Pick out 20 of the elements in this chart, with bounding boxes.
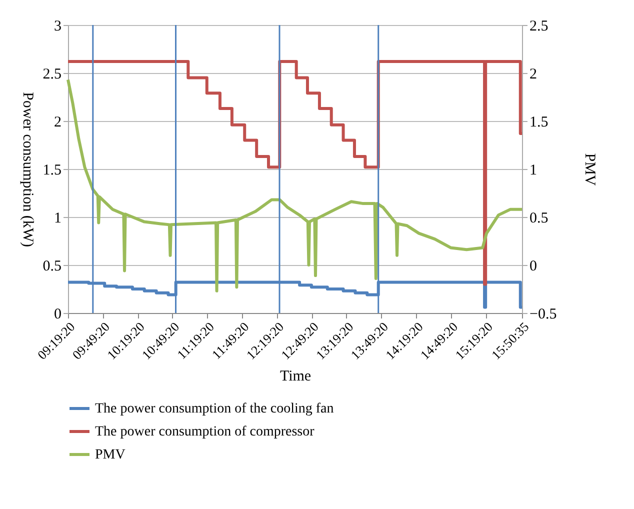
x-axis-title: Time <box>280 368 312 384</box>
y-tick-label: 0.5 <box>42 258 62 274</box>
y2-tick-label: −0.5 <box>530 306 557 322</box>
y-tick-label: 2.5 <box>42 66 62 82</box>
y2-tick-label: 2.5 <box>530 18 548 34</box>
y-tick-label: 2 <box>54 114 62 130</box>
y-tick-label: 1 <box>54 210 62 226</box>
y-tick-label: 0 <box>54 306 62 322</box>
legend-label: The power consumption of the cooling fan <box>95 402 334 416</box>
y-tick-label: 1.5 <box>42 162 62 178</box>
y2-tick-label: 2 <box>530 66 537 82</box>
y2-tick-label: 1 <box>530 162 537 178</box>
y2-axis-title: PMV <box>582 153 598 186</box>
y-tick-label: 3 <box>54 18 62 34</box>
y2-tick-label: 1.5 <box>530 114 548 130</box>
y-axis-title: Power consumption (kW) <box>20 92 36 247</box>
y2-tick-label: 0.5 <box>530 210 548 226</box>
legend-label: The power consumption of compressor <box>95 424 315 440</box>
y2-tick-label: 0 <box>530 258 537 274</box>
legend-label: PMV <box>95 448 126 462</box>
